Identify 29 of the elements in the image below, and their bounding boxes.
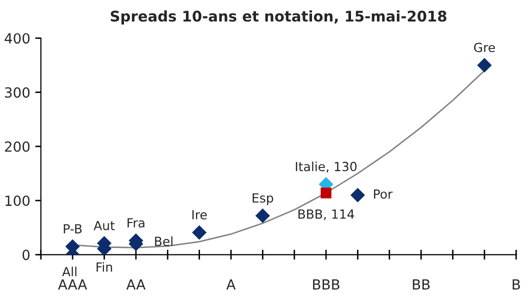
x-tick-label: A (226, 279, 236, 290)
data-label: Ire (192, 210, 207, 220)
data-label: All (62, 266, 76, 276)
y-tick-label: 300 (5, 87, 30, 98)
x-tick-label: BB (412, 279, 430, 290)
y-tick-label: 100 (5, 196, 30, 206)
point (255, 208, 270, 223)
data-label: P-B (64, 224, 82, 234)
x-tick-label: BBB (313, 279, 340, 290)
point (192, 225, 207, 240)
y-tick-label: 0 (22, 250, 30, 260)
y-tick-label: 200 (4, 141, 30, 152)
y-tick-label: 400 (4, 33, 30, 44)
point (320, 188, 332, 198)
data-label: Fin (96, 262, 112, 272)
data-label: BBB, 114 (298, 210, 354, 220)
data-label: Gre (474, 42, 495, 52)
x-tick-label: AA (126, 279, 146, 290)
data-label: Por (374, 189, 393, 199)
chart-title: Spreads 10-ans et notation, 15-mai-2018 (110, 10, 446, 24)
point (477, 58, 492, 72)
point (350, 188, 365, 202)
data-label: Bel (155, 236, 172, 246)
data-label: Aut (94, 220, 115, 230)
data-label: Italie, 130 (296, 162, 357, 173)
x-tick-label: B (512, 279, 520, 290)
x-tick-label: AAA (58, 279, 88, 290)
data-label: Fra (128, 218, 144, 228)
data-label: Esp (252, 193, 274, 206)
